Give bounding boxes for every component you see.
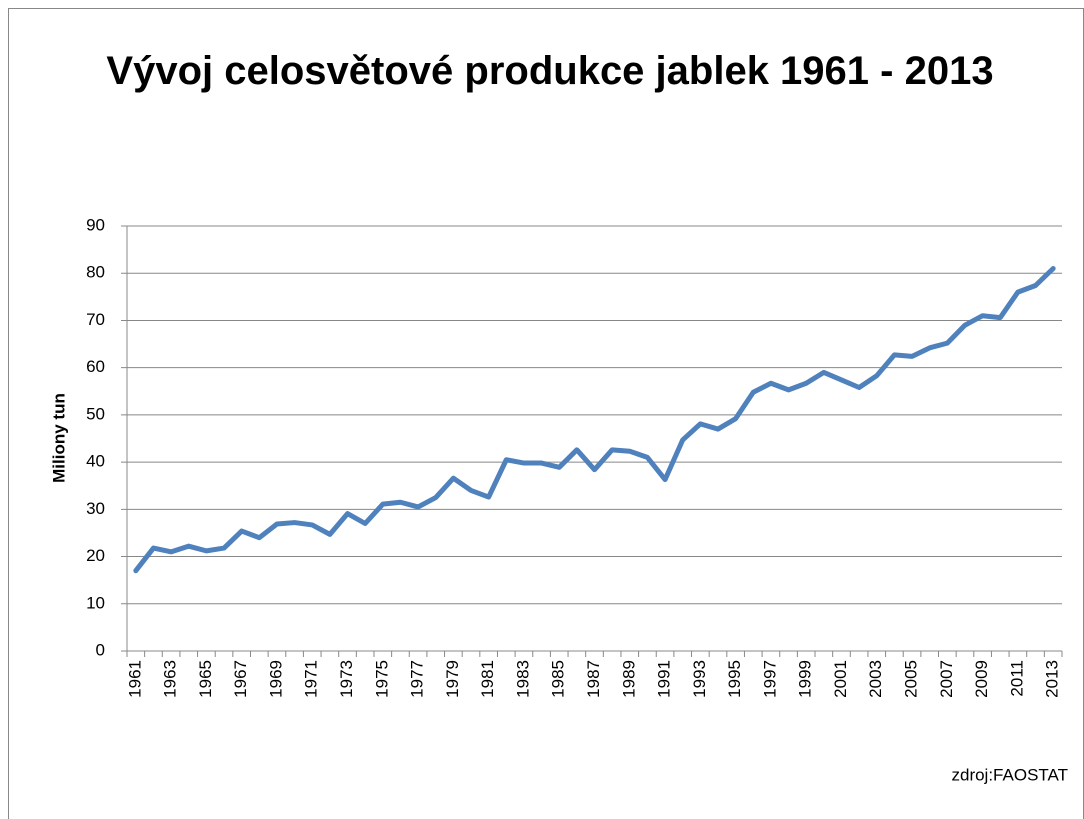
x-tick-label: 1999	[796, 660, 815, 698]
y-tick-label: 40	[86, 452, 105, 471]
x-tick-label: 2003	[866, 660, 885, 698]
data-line	[133, 266, 1056, 574]
x-tick-label: 1975	[372, 660, 391, 698]
y-tick-label: 80	[86, 263, 105, 282]
y-tick-label: 70	[86, 310, 105, 329]
x-tick-label: 1967	[231, 660, 250, 698]
y-tick-label: 60	[86, 357, 105, 376]
x-tick-label: 2005	[902, 660, 921, 698]
x-tick-label: 2013	[1043, 660, 1062, 698]
x-tick-label: 2011	[1007, 660, 1026, 697]
y-tick-label: 90	[86, 215, 105, 234]
x-tick-label: 1969	[266, 660, 285, 698]
x-tick-label: 2001	[831, 660, 850, 698]
y-tick-label: 10	[86, 593, 105, 612]
x-tick-label: 1973	[337, 660, 356, 698]
x-tick-label: 2009	[972, 660, 991, 698]
x-tick-label: 1997	[760, 660, 779, 698]
x-tick-label: 1979	[443, 660, 462, 698]
x-tick-label: 1981	[478, 660, 497, 698]
source-note: zdroj:FAOSTAT	[951, 765, 1068, 784]
x-tick-label: 1991	[655, 660, 674, 698]
x-tick-label: 1965	[196, 660, 215, 698]
y-tick-label: 30	[86, 499, 105, 518]
x-tick-label: 1989	[619, 660, 638, 698]
y-tick-label: 50	[86, 404, 105, 423]
chart-title: Vývoj celosvětové produkce jablek 1961 -…	[106, 49, 994, 93]
x-tick-label: 1985	[549, 660, 568, 698]
x-tick-label: 1961	[125, 660, 144, 698]
x-tick-label: 1993	[690, 660, 709, 698]
x-tick-label: 1983	[513, 660, 532, 698]
x-tick-label: 2007	[937, 660, 956, 698]
y-axis-label: Miliony tun	[49, 393, 68, 483]
y-tick-label: 0	[96, 640, 105, 659]
x-tick-label: 1963	[161, 660, 180, 698]
y-tick-label: 20	[86, 546, 105, 565]
x-tick-label: 1987	[584, 660, 603, 698]
x-tick-label: 1995	[725, 660, 744, 698]
x-tick-label: 1971	[302, 660, 321, 698]
x-tick-label: 1977	[408, 660, 427, 698]
